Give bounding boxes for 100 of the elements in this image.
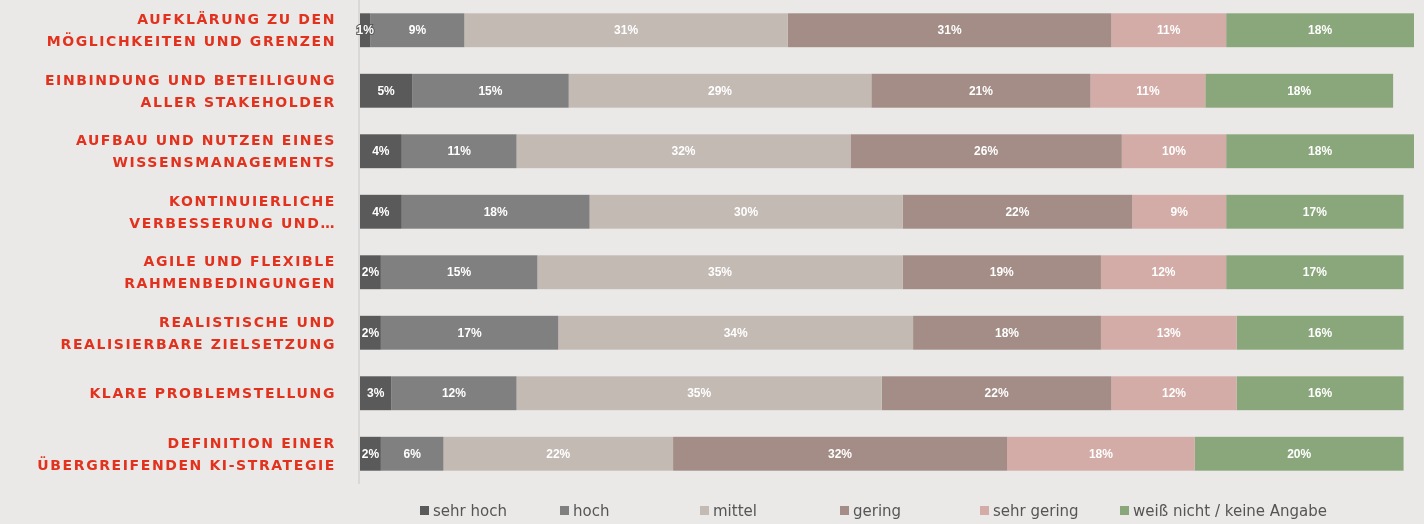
bar xyxy=(673,436,1008,471)
data-label: 17% xyxy=(457,325,482,340)
data-label: 32% xyxy=(828,446,853,461)
bar xyxy=(1132,194,1227,229)
bar xyxy=(1236,315,1404,350)
data-label: 19% xyxy=(989,265,1015,280)
bar xyxy=(871,73,1091,108)
y-tick-label: KONTINUIERLICHE VERBESSERUNG UND… xyxy=(129,192,336,231)
y-tick-label: EINBINDUNG UND BETEILIGUNG ALLER STAKEHOLDER xyxy=(44,71,336,110)
legend-label: hoch xyxy=(573,502,610,520)
data-label: 35% xyxy=(708,265,733,280)
bar xyxy=(1121,134,1227,169)
bar xyxy=(1194,436,1404,471)
data-label: 2% xyxy=(361,265,380,280)
legend-label: sehr hoch xyxy=(433,502,507,520)
bar xyxy=(443,436,674,471)
data-label: 31% xyxy=(937,23,962,38)
data-label: 12% xyxy=(1161,386,1187,401)
data-label: 11% xyxy=(1157,23,1181,38)
bar xyxy=(1090,73,1206,108)
bar xyxy=(1007,436,1195,471)
data-label: 16% xyxy=(1308,325,1333,340)
y-tick-label: DEFINITION EINER ÜBERGREIFENDEN KI-STRATEGIE xyxy=(37,434,336,473)
bar xyxy=(902,255,1101,290)
data-label: 20% xyxy=(1287,446,1312,461)
bar xyxy=(380,255,538,290)
bar xyxy=(401,194,590,229)
data-label: 22% xyxy=(1005,204,1030,219)
data-label: 12% xyxy=(1151,265,1176,280)
bar xyxy=(568,73,872,108)
bar xyxy=(881,376,1112,411)
bar xyxy=(412,73,569,108)
bar xyxy=(850,134,1122,169)
data-label: 10% xyxy=(1161,144,1187,159)
bar xyxy=(1226,194,1404,229)
data-label: 6% xyxy=(403,446,422,461)
legend-label: sehr gering xyxy=(993,502,1079,520)
data-label: 18% xyxy=(1308,144,1333,159)
data-label: 13% xyxy=(1156,325,1182,340)
data-label: 18% xyxy=(1287,83,1312,98)
data-label: 9% xyxy=(1170,204,1189,219)
data-label: 4% xyxy=(372,144,390,159)
data-label: 18% xyxy=(483,204,508,219)
data-label: 22% xyxy=(546,446,571,461)
bar xyxy=(537,255,903,290)
bar xyxy=(1236,376,1404,411)
data-label: 26% xyxy=(974,144,999,159)
y-tick-label: KLARE PROBLEMSTELLUNG xyxy=(89,385,336,402)
bar xyxy=(589,194,903,229)
data-label: 21% xyxy=(968,83,994,98)
data-label: 15% xyxy=(447,265,472,280)
bar xyxy=(1111,13,1227,48)
data-label: 2% xyxy=(361,325,380,340)
data-label: 31% xyxy=(614,23,639,38)
data-label: 12% xyxy=(441,386,467,401)
y-tick-label: AUFBAU UND NUTZEN EINES WISSENSMANAGEMENTS xyxy=(75,132,336,171)
bar xyxy=(787,13,1112,48)
bar xyxy=(1226,255,1404,290)
legend-label: mittel xyxy=(713,502,757,520)
legend-label: weiß nicht / keine Angabe xyxy=(1133,502,1328,520)
bar xyxy=(902,194,1133,229)
data-label: 17% xyxy=(1302,204,1328,219)
bar xyxy=(1111,376,1237,411)
data-label: 5% xyxy=(377,83,396,98)
bar xyxy=(1205,73,1394,108)
bar xyxy=(464,13,788,48)
y-tick-label: AGILE UND FLEXIBLE RAHMENBEDINGUNGEN xyxy=(124,253,336,292)
bar xyxy=(558,315,914,350)
data-label: 11% xyxy=(447,144,472,159)
data-label: 18% xyxy=(1308,23,1333,38)
data-label: 30% xyxy=(734,204,759,219)
bar xyxy=(1226,13,1414,48)
data-label: 32% xyxy=(671,144,696,159)
data-label: 15% xyxy=(478,83,503,98)
y-tick-label: AUFKLÄRUNG ZU DEN MÖGLICHKEITEN UND GRENZEN xyxy=(46,11,336,50)
data-label: 18% xyxy=(1088,446,1114,461)
bar xyxy=(401,134,517,169)
y-tick-label: REALISTISCHE UND REALISIERBARE ZIELSETZUNG xyxy=(60,313,336,352)
data-label: 17% xyxy=(1302,265,1328,280)
data-label: 16% xyxy=(1308,386,1333,401)
legend-label: gering xyxy=(853,502,902,520)
bar xyxy=(391,376,517,411)
data-label: 29% xyxy=(708,83,733,98)
bar xyxy=(516,376,882,411)
data-label: 35% xyxy=(687,386,712,401)
bar xyxy=(380,436,444,471)
bar xyxy=(380,315,559,350)
data-label: 4% xyxy=(372,204,390,219)
data-label: 3% xyxy=(366,386,385,401)
data-label: 18% xyxy=(994,325,1020,340)
bar xyxy=(1100,315,1237,350)
bar xyxy=(1100,255,1227,290)
data-label: 11% xyxy=(1136,83,1160,98)
data-label: 34% xyxy=(723,325,749,340)
data-label: 9% xyxy=(408,23,427,38)
bar xyxy=(913,315,1101,350)
data-label: 2% xyxy=(361,446,380,461)
data-label: 22% xyxy=(984,386,1009,401)
bar xyxy=(1226,134,1414,169)
bar xyxy=(516,134,851,169)
